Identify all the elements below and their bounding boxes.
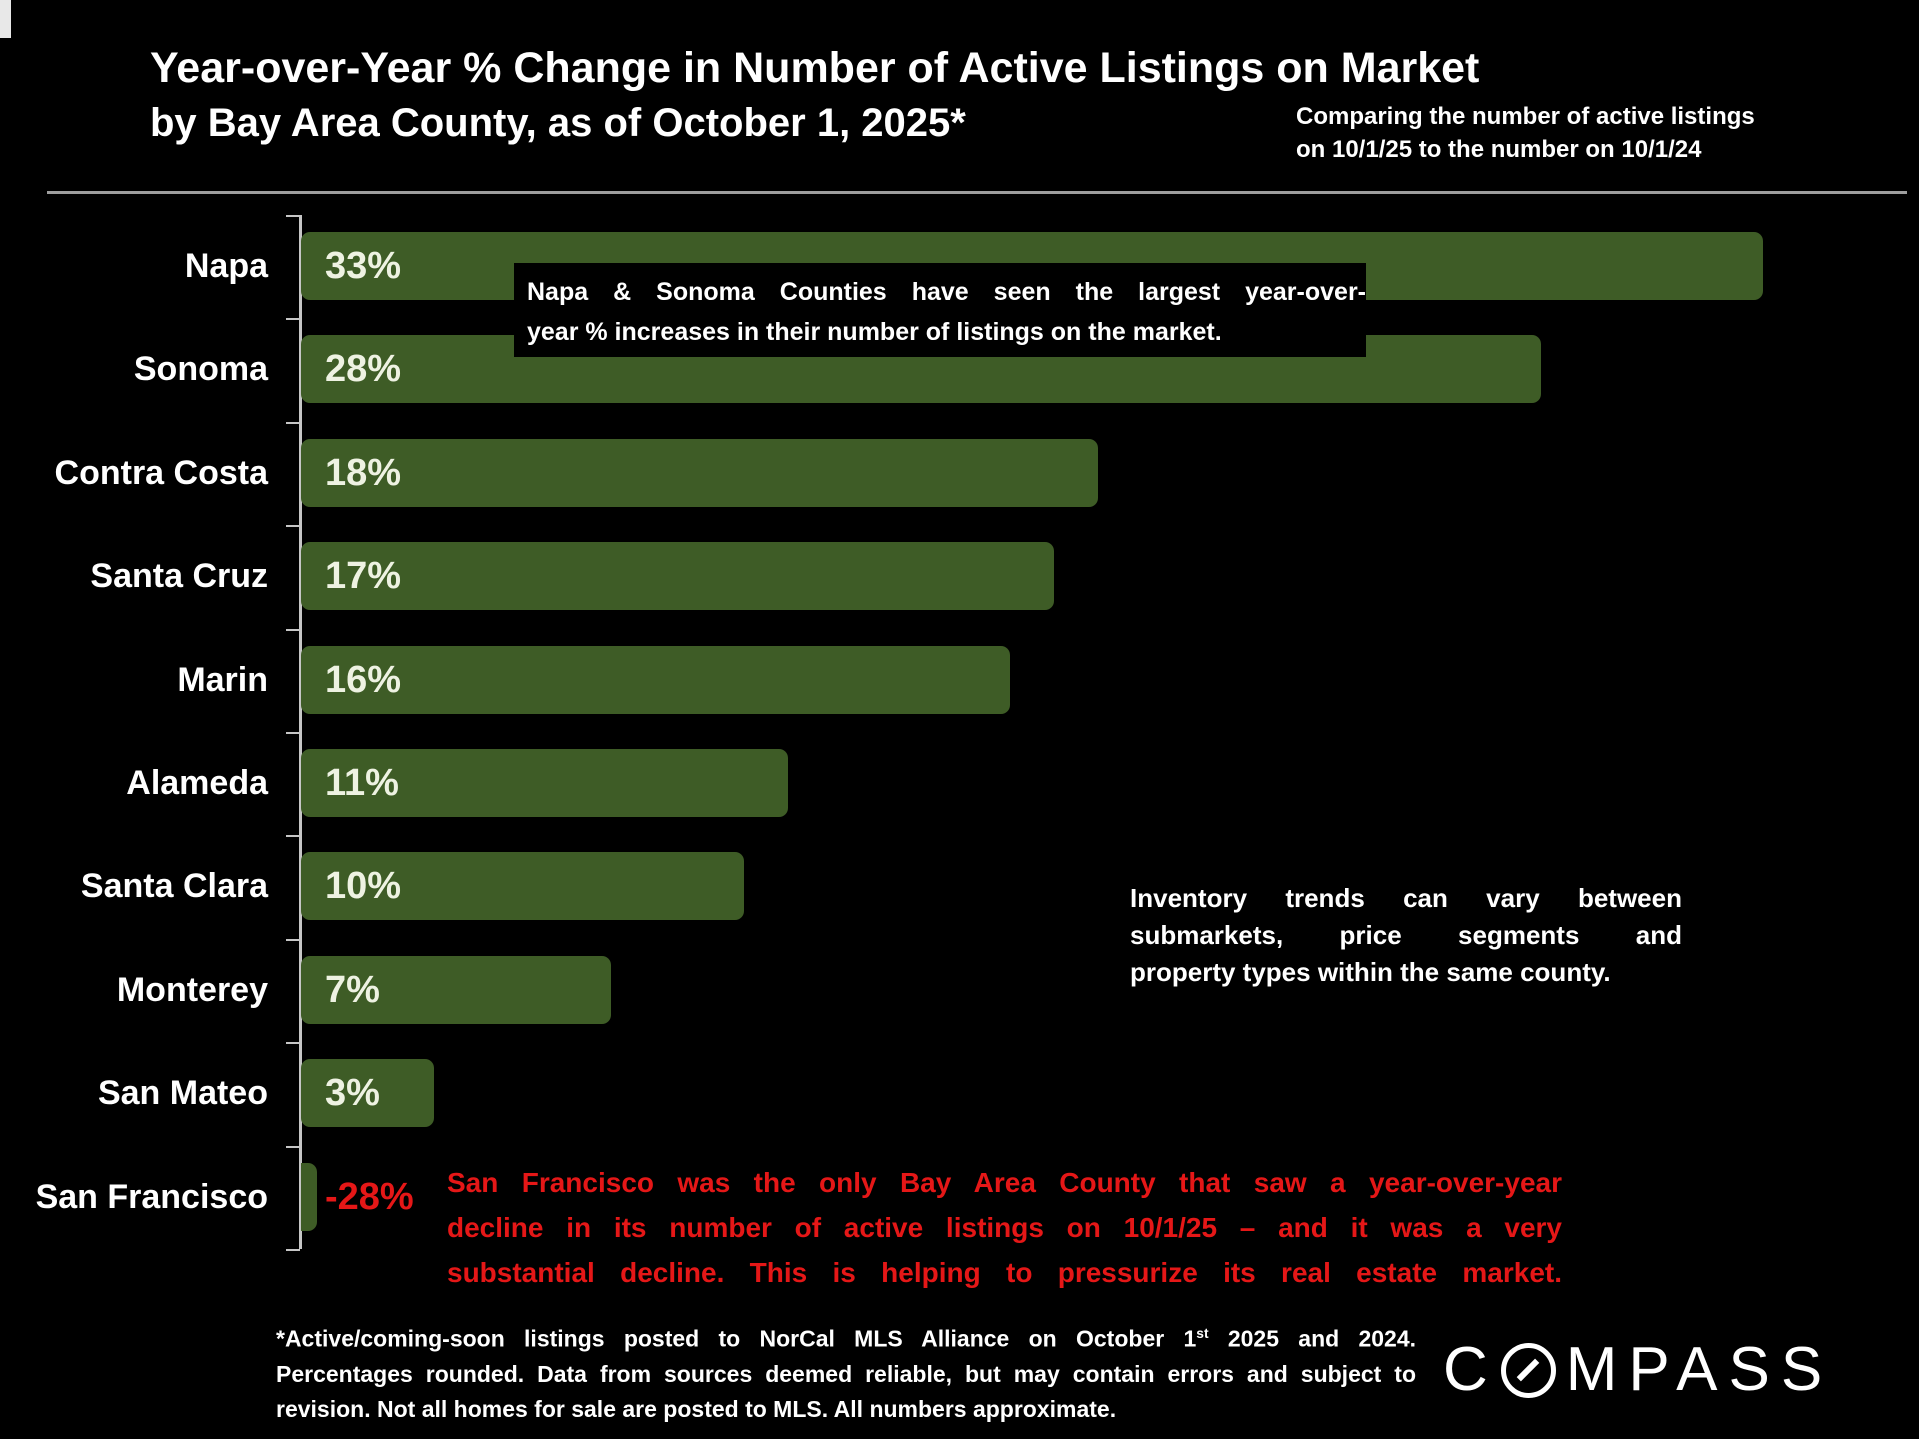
county-label: Sonoma [133, 350, 268, 389]
footnote-line3: revision. Not all homes for sale are pos… [276, 1395, 1117, 1422]
county-label: San Francisco [35, 1177, 268, 1216]
bar [301, 1059, 434, 1128]
inventory-note: Inventory trends can vary between submar… [1130, 880, 1682, 991]
compass-o-icon [1500, 1342, 1556, 1398]
comparison-note-line1: Comparing the number of active listings [1296, 103, 1755, 130]
footnote-line1-tail: 2025 and 2024. [1208, 1325, 1416, 1352]
sf-decline-note-line2: decline in its number of active listings… [447, 1212, 1562, 1243]
page-title: Year-over-Year % Change in Number of Act… [150, 44, 1480, 92]
bar-value-label: 33% [325, 245, 402, 287]
bar-value-label: 28% [325, 348, 402, 391]
county-label: Monterey [116, 970, 268, 1009]
inventory-note-line1: Inventory trends can vary between [1130, 883, 1682, 913]
axis-tick [286, 525, 300, 527]
bar [301, 852, 744, 921]
napa-sonoma-callout-line1: Napa & Sonoma Counties have seen the lar… [527, 278, 1366, 306]
comparison-note: Comparing the number of active listings … [1296, 100, 1755, 166]
bar-value-label: 16% [325, 658, 402, 701]
compass-logo-rest: MPASS [1565, 1335, 1834, 1404]
bar [301, 542, 1054, 611]
bar [301, 955, 611, 1024]
compass-logo-c: C [1443, 1335, 1499, 1404]
footnote-line1: *Active/coming-soon listings posted to N… [276, 1316, 1416, 1357]
bar [301, 438, 1098, 507]
bar [301, 1162, 317, 1231]
napa-sonoma-callout-line2: year % increases in their number of list… [527, 318, 1222, 346]
bar-value-label: 7% [325, 968, 380, 1011]
axis-tick [286, 939, 300, 941]
axis-tick [286, 215, 300, 217]
footnote: *Active/coming-soon listings posted to N… [276, 1316, 1416, 1427]
bar-value-label: 17% [325, 555, 402, 598]
bar-value-label: 11% [325, 762, 399, 804]
bar-value-label: -28% [325, 1175, 414, 1218]
axis-tick [286, 1146, 300, 1148]
county-label: San Mateo [97, 1074, 268, 1113]
county-label: Contra Costa [54, 453, 268, 492]
county-label: Napa [184, 247, 268, 285]
bar [301, 749, 788, 817]
header-divider [47, 191, 1907, 194]
axis-tick [286, 422, 300, 424]
county-label: Alameda [126, 764, 268, 802]
compass-needle-icon [1516, 1358, 1540, 1382]
sf-decline-note-line1: San Francisco was the only Bay Area Coun… [447, 1167, 1562, 1198]
bar-value-label: 10% [325, 865, 402, 908]
inventory-note-line2: submarkets, price segments and [1130, 920, 1682, 950]
compass-logo: C MPASS [1443, 1335, 1834, 1404]
inventory-note-line3: property types within the same county. [1130, 957, 1611, 987]
footnote-line1-text: *Active/coming-soon listings posted to N… [276, 1325, 1197, 1352]
axis-tick [286, 629, 300, 631]
bar-value-label: 18% [325, 451, 402, 494]
axis-tick [286, 318, 300, 320]
sf-decline-note-line3: substantial decline. This is helping to … [447, 1257, 1562, 1288]
county-label: Marin [177, 660, 268, 699]
page-subtitle: by Bay Area County, as of October 1, 202… [150, 101, 966, 145]
y-axis-line [299, 215, 302, 1249]
axis-tick [286, 1042, 300, 1044]
bar [301, 645, 1010, 714]
axis-tick [286, 835, 300, 837]
axis-tick [286, 732, 300, 734]
footnote-ordinal-sup: st [1196, 1326, 1209, 1341]
bar-value-label: 3% [325, 1072, 380, 1115]
footnote-line2: Percentages rounded. Data from sources d… [276, 1360, 1416, 1387]
comparison-note-line2: on 10/1/25 to the number on 10/1/24 [1296, 136, 1702, 163]
corner-artifact [0, 0, 11, 38]
sf-decline-note: San Francisco was the only Bay Area Coun… [447, 1160, 1562, 1295]
napa-sonoma-callout: Napa & Sonoma Counties have seen the lar… [514, 263, 1366, 357]
county-label: Santa Clara [80, 867, 268, 906]
axis-tick [286, 1249, 300, 1251]
county-label: Santa Cruz [90, 557, 268, 596]
